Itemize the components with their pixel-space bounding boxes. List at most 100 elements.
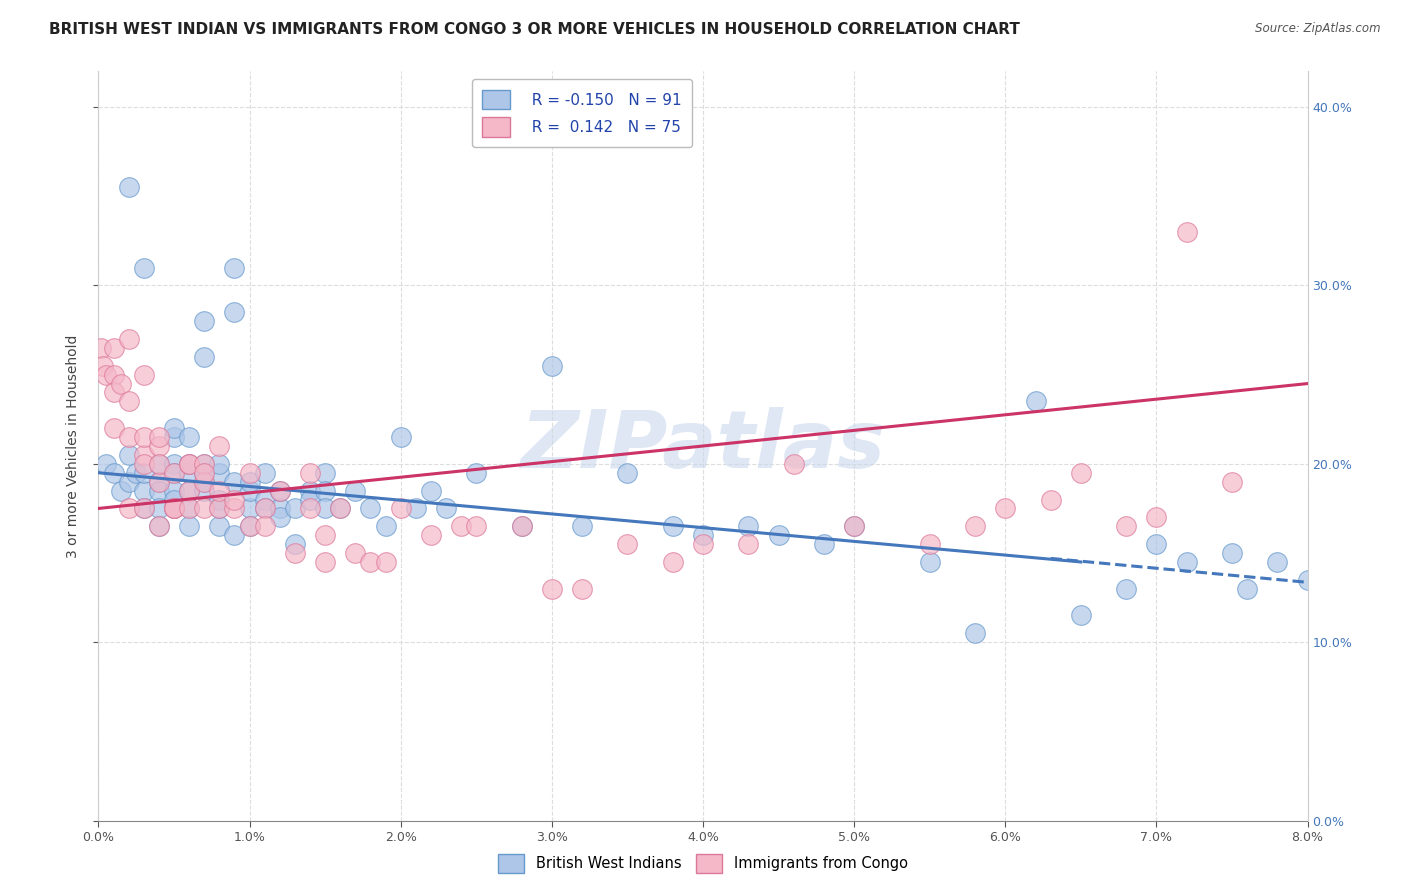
Point	[465, 519, 488, 533]
Point	[224, 305, 246, 319]
Point	[1115, 519, 1137, 533]
Text: Source: ZipAtlas.com: Source: ZipAtlas.com	[1256, 22, 1381, 36]
Point	[737, 537, 759, 551]
Point	[179, 519, 201, 533]
Point	[163, 466, 186, 480]
Point	[132, 368, 155, 382]
Point	[193, 466, 215, 480]
Point	[132, 466, 155, 480]
Point	[193, 466, 215, 480]
Point	[253, 466, 276, 480]
Point	[540, 359, 562, 373]
Point	[314, 555, 336, 569]
Point	[239, 519, 262, 533]
Point	[692, 537, 714, 551]
Point	[420, 483, 443, 498]
Point	[148, 457, 170, 471]
Point	[118, 501, 141, 516]
Point	[224, 528, 246, 542]
Point	[148, 483, 170, 498]
Point	[571, 582, 593, 596]
Legend: British West Indians, Immigrants from Congo: British West Indians, Immigrants from Co…	[491, 847, 915, 880]
Point	[208, 501, 231, 516]
Point	[118, 332, 141, 346]
Point	[374, 519, 396, 533]
Point	[1296, 573, 1319, 587]
Point	[208, 457, 231, 471]
Point	[103, 466, 125, 480]
Point	[118, 448, 141, 462]
Point	[1175, 555, 1198, 569]
Point	[284, 537, 307, 551]
Point	[148, 457, 170, 471]
Point	[360, 501, 382, 516]
Legend:   R = -0.150   N = 91,   R =  0.142   N = 75: R = -0.150 N = 91, R = 0.142 N = 75	[472, 79, 692, 147]
Point	[193, 457, 215, 471]
Point	[1070, 466, 1092, 480]
Point	[661, 519, 683, 533]
Point	[132, 260, 155, 275]
Point	[224, 501, 246, 516]
Point	[148, 519, 170, 533]
Point	[299, 492, 322, 507]
Point	[1236, 582, 1258, 596]
Text: BRITISH WEST INDIAN VS IMMIGRANTS FROM CONGO 3 OR MORE VEHICLES IN HOUSEHOLD COR: BRITISH WEST INDIAN VS IMMIGRANTS FROM C…	[49, 22, 1021, 37]
Point	[103, 341, 125, 355]
Point	[163, 457, 186, 471]
Y-axis label: 3 or more Vehicles in Household: 3 or more Vehicles in Household	[66, 334, 80, 558]
Point	[269, 483, 291, 498]
Point	[179, 457, 201, 471]
Point	[179, 430, 201, 444]
Point	[1025, 394, 1047, 409]
Point	[163, 492, 186, 507]
Point	[965, 519, 987, 533]
Point	[299, 501, 322, 516]
Point	[208, 483, 231, 498]
Point	[148, 475, 170, 489]
Point	[314, 501, 336, 516]
Point	[737, 519, 759, 533]
Text: ZIPatlas: ZIPatlas	[520, 407, 886, 485]
Point	[179, 483, 201, 498]
Point	[510, 519, 533, 533]
Point	[90, 341, 112, 355]
Point	[118, 394, 141, 409]
Point	[239, 483, 262, 498]
Point	[405, 501, 427, 516]
Point	[94, 457, 117, 471]
Point	[193, 457, 215, 471]
Point	[125, 466, 148, 480]
Point	[1070, 608, 1092, 623]
Point	[844, 519, 866, 533]
Point	[465, 466, 488, 480]
Point	[163, 466, 186, 480]
Point	[965, 626, 987, 640]
Point	[91, 359, 114, 373]
Point	[148, 430, 170, 444]
Point	[148, 439, 170, 453]
Point	[1146, 537, 1168, 551]
Point	[163, 421, 186, 435]
Point	[224, 260, 246, 275]
Point	[103, 421, 125, 435]
Point	[118, 180, 141, 194]
Point	[132, 501, 155, 516]
Point	[193, 475, 215, 489]
Point	[284, 501, 307, 516]
Point	[163, 501, 186, 516]
Point	[110, 483, 132, 498]
Point	[208, 439, 231, 453]
Point	[269, 510, 291, 524]
Point	[299, 483, 322, 498]
Point	[434, 501, 457, 516]
Point	[132, 483, 155, 498]
Point	[193, 483, 215, 498]
Point	[148, 519, 170, 533]
Point	[314, 466, 336, 480]
Point	[1175, 225, 1198, 239]
Point	[284, 546, 307, 560]
Point	[132, 448, 155, 462]
Point	[179, 501, 201, 516]
Point	[1115, 582, 1137, 596]
Point	[571, 519, 593, 533]
